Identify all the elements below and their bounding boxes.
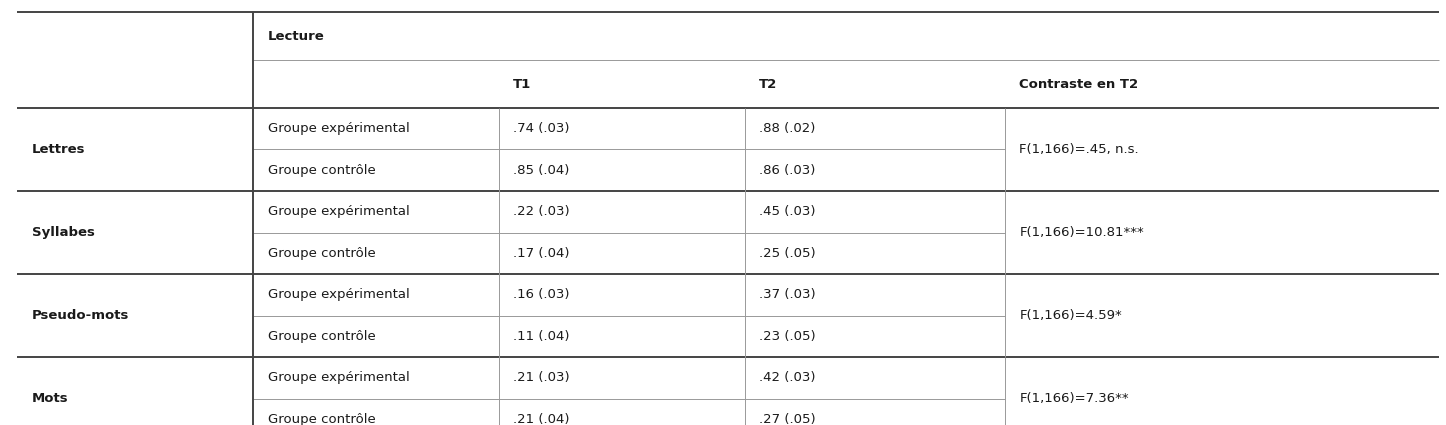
Text: .21 (.04): .21 (.04) [513, 413, 570, 425]
Text: .16 (.03): .16 (.03) [513, 288, 570, 301]
Text: Groupe expérimental: Groupe expérimental [268, 205, 409, 218]
Text: Groupe expérimental: Groupe expérimental [268, 288, 409, 301]
Text: F(1,166)=10.81***: F(1,166)=10.81*** [1019, 226, 1144, 239]
Text: .88 (.02): .88 (.02) [759, 122, 816, 135]
Text: T1: T1 [513, 78, 532, 91]
Text: Syllabes: Syllabes [32, 226, 94, 239]
Text: .45 (.03): .45 (.03) [759, 205, 816, 218]
Text: Groupe contrôle: Groupe contrôle [268, 413, 376, 425]
Text: .25 (.05): .25 (.05) [759, 247, 816, 260]
Text: Groupe contrôle: Groupe contrôle [268, 330, 376, 343]
Text: F(1,166)=7.36**: F(1,166)=7.36** [1019, 392, 1129, 405]
Text: .86 (.03): .86 (.03) [759, 164, 816, 177]
Text: T2: T2 [759, 78, 778, 91]
Text: .23 (.05): .23 (.05) [759, 330, 816, 343]
Text: .17 (.04): .17 (.04) [513, 247, 570, 260]
Text: Groupe contrôle: Groupe contrôle [268, 247, 376, 260]
Text: .21 (.03): .21 (.03) [513, 371, 570, 384]
Text: .27 (.05): .27 (.05) [759, 413, 816, 425]
Text: .42 (.03): .42 (.03) [759, 371, 816, 384]
Text: .74 (.03): .74 (.03) [513, 122, 570, 135]
Text: .37 (.03): .37 (.03) [759, 288, 816, 301]
Text: .11 (.04): .11 (.04) [513, 330, 570, 343]
Text: Pseudo-mots: Pseudo-mots [32, 309, 129, 322]
Text: Groupe expérimental: Groupe expérimental [268, 371, 409, 384]
Text: Lecture: Lecture [268, 30, 324, 43]
Text: Groupe expérimental: Groupe expérimental [268, 122, 409, 135]
Text: Groupe contrôle: Groupe contrôle [268, 164, 376, 177]
Text: .22 (.03): .22 (.03) [513, 205, 570, 218]
Text: .85 (.04): .85 (.04) [513, 164, 570, 177]
Text: Mots: Mots [32, 392, 68, 405]
Text: F(1,166)=.45, n.s.: F(1,166)=.45, n.s. [1019, 143, 1139, 156]
Text: Contraste en T2: Contraste en T2 [1019, 78, 1138, 91]
Text: F(1,166)=4.59*: F(1,166)=4.59* [1019, 309, 1122, 322]
Text: Lettres: Lettres [32, 143, 85, 156]
